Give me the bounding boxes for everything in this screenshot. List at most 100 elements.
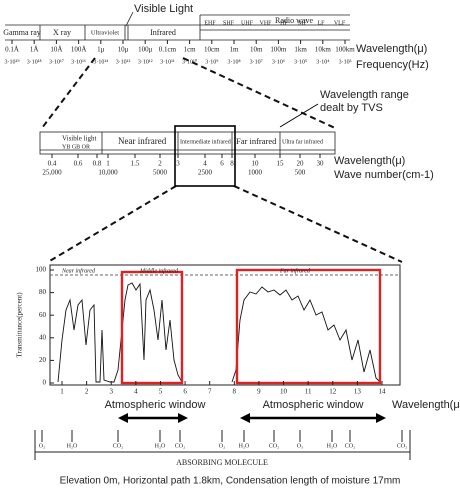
wavelength-tick: 10Å [50, 46, 62, 54]
window-label: Atmospheric window [105, 399, 206, 411]
ir-wavelength-tick: 1 [106, 160, 110, 168]
frequency-tick: 3·10¹³ [116, 59, 131, 65]
ir-wavelength-tick: 2 [158, 160, 162, 168]
radio-subband: UHF [241, 20, 254, 26]
y-tick-label: 80 [39, 288, 47, 296]
wave-number-tick: 500 [295, 169, 306, 177]
wave-number-tick: 25,000 [42, 169, 62, 177]
y-tick-label: 0 [43, 379, 47, 387]
x-tick-label: 14 [379, 388, 387, 396]
tvs-box [174, 125, 236, 187]
molecule-label: CO₂ [175, 443, 185, 449]
radio-subband: VHF [259, 20, 272, 26]
wavelength-label: Wavelength(μ) [356, 43, 427, 55]
window-label: Atmospheric window [263, 399, 364, 411]
molecule-label: CO₂ [397, 443, 407, 449]
transmittance-curve [57, 282, 381, 383]
wave-number-label: Wave number(cm-1) [334, 169, 434, 181]
molecule-label: O₃ [297, 443, 303, 449]
band-label: X ray [53, 28, 71, 37]
ir-wavelength-tick: 8 [230, 160, 234, 168]
molecule-label: CO₂ [345, 443, 355, 449]
ir-wavelength-tick: 3 [176, 160, 180, 168]
radio-subband: EHF [204, 20, 216, 26]
ir-wavelength-tick: 15 [277, 160, 285, 168]
molecule-strip [34, 430, 411, 460]
y-axis-label: Transmittance(percent) [16, 292, 24, 358]
y-tick-label: 40 [39, 333, 47, 341]
radio-subband: HF [280, 20, 288, 26]
wave-number-tick: 10,000 [98, 169, 118, 177]
x-tick-label: 8 [233, 388, 237, 396]
x-axis-label: Wavelength(μ) [392, 399, 460, 411]
frequency-tick: 3·10⁸ [227, 59, 240, 65]
molecule-label: CO₂ [269, 443, 279, 449]
graph-frame [49, 264, 401, 386]
frequency-tick: 3·10¹⁶ [71, 59, 86, 65]
ir-wavelength-tick: 4 [203, 160, 207, 168]
tvs-pointer [279, 103, 319, 128]
wavelength-tick: 100km [335, 46, 355, 54]
wavelength-tick: 1m [230, 46, 240, 54]
band-label: Ultra far infrared [282, 138, 323, 145]
wave-number-tick: 2500 [198, 169, 213, 177]
wave-number-tick: 1000 [248, 169, 263, 177]
frequency-tick: 3·10¹⁹ [5, 59, 20, 65]
band-label: Gamma ray [3, 28, 41, 37]
band-label: Infrared [150, 28, 176, 37]
x-tick-label: 6 [183, 388, 187, 396]
wavelength-tick: 100m [270, 46, 287, 54]
region-label: Near infrared [61, 267, 96, 274]
band-label: Visible light [62, 135, 96, 143]
frequency-tick: 3·10³ [339, 59, 352, 65]
frequency-tick: 3·10¹⁰ [182, 58, 198, 65]
wavelength-tick: 0.1cm [159, 46, 177, 54]
frequency-tick: 3·10¹⁷ [49, 59, 64, 65]
x-tick-label: 1 [60, 388, 64, 396]
frequency-tick: 3·10⁷ [250, 59, 263, 65]
wavelength-tick: 100μ [138, 46, 153, 54]
ir-wavelength-tick: 1.5 [131, 160, 140, 168]
x-tick-label: 5 [159, 388, 163, 396]
band-label: Near infrared [118, 136, 167, 146]
x-tick-label: 11 [305, 388, 312, 396]
molecule-title: ABSORBING MOLECULE [176, 458, 268, 467]
molecule-label: H₂O [155, 443, 166, 449]
wavelength-tick: 10cm [204, 46, 220, 54]
wavelength-tick: 10km [315, 46, 332, 54]
radio-wave-label: Radio wave [275, 16, 313, 25]
ir-wavelength-tick: 0.6 [74, 160, 83, 168]
band-label: Intermediate infrared [180, 138, 231, 145]
wavelength-tick: 0.1Å [5, 46, 19, 54]
radio-subband: LF [317, 20, 325, 26]
y-tick-label: 20 [39, 356, 47, 364]
window-arrows [118, 413, 386, 423]
wavelength-tick: 10m [250, 46, 263, 54]
wavelength-tick: 1Å [30, 46, 39, 54]
band-label: Ultraviolet [91, 29, 119, 36]
ir-wavelength-tick: 0.4 [48, 160, 57, 168]
window-box [235, 268, 382, 385]
ir-wavelength-tick: 6 [220, 160, 224, 168]
ir-wavelength-tick: 30 [317, 160, 325, 168]
wavelength-label: Wavelength(μ) [334, 155, 405, 167]
wavelength-tick: 1km [294, 46, 307, 54]
frequency-tick: 3·10¹⁴ [93, 59, 108, 65]
region-label: Middle infrared [139, 267, 179, 274]
molecule-label: H₂O [327, 443, 338, 449]
ir-wavelength-tick: 10 [252, 160, 260, 168]
zoom-lines [41, 57, 403, 263]
x-tick-label: 13 [354, 388, 362, 396]
color-label: YB GB OR [62, 144, 90, 150]
ir-wavelength-tick: 0.8 [93, 160, 102, 168]
molecule-label: O₂ [39, 443, 45, 449]
spectrum-bar [5, 11, 350, 41]
frequency-tick: 3·10⁶ [272, 59, 285, 65]
x-tick-label: 3 [109, 388, 113, 396]
tvs-note: Wavelength range [320, 89, 409, 101]
frequency-label: Frequency(Hz) [356, 59, 429, 71]
wavelength-tick: 1cm [184, 46, 197, 54]
molecule-label: CO₂ [113, 443, 123, 449]
region-label: Far infrared [279, 267, 311, 274]
